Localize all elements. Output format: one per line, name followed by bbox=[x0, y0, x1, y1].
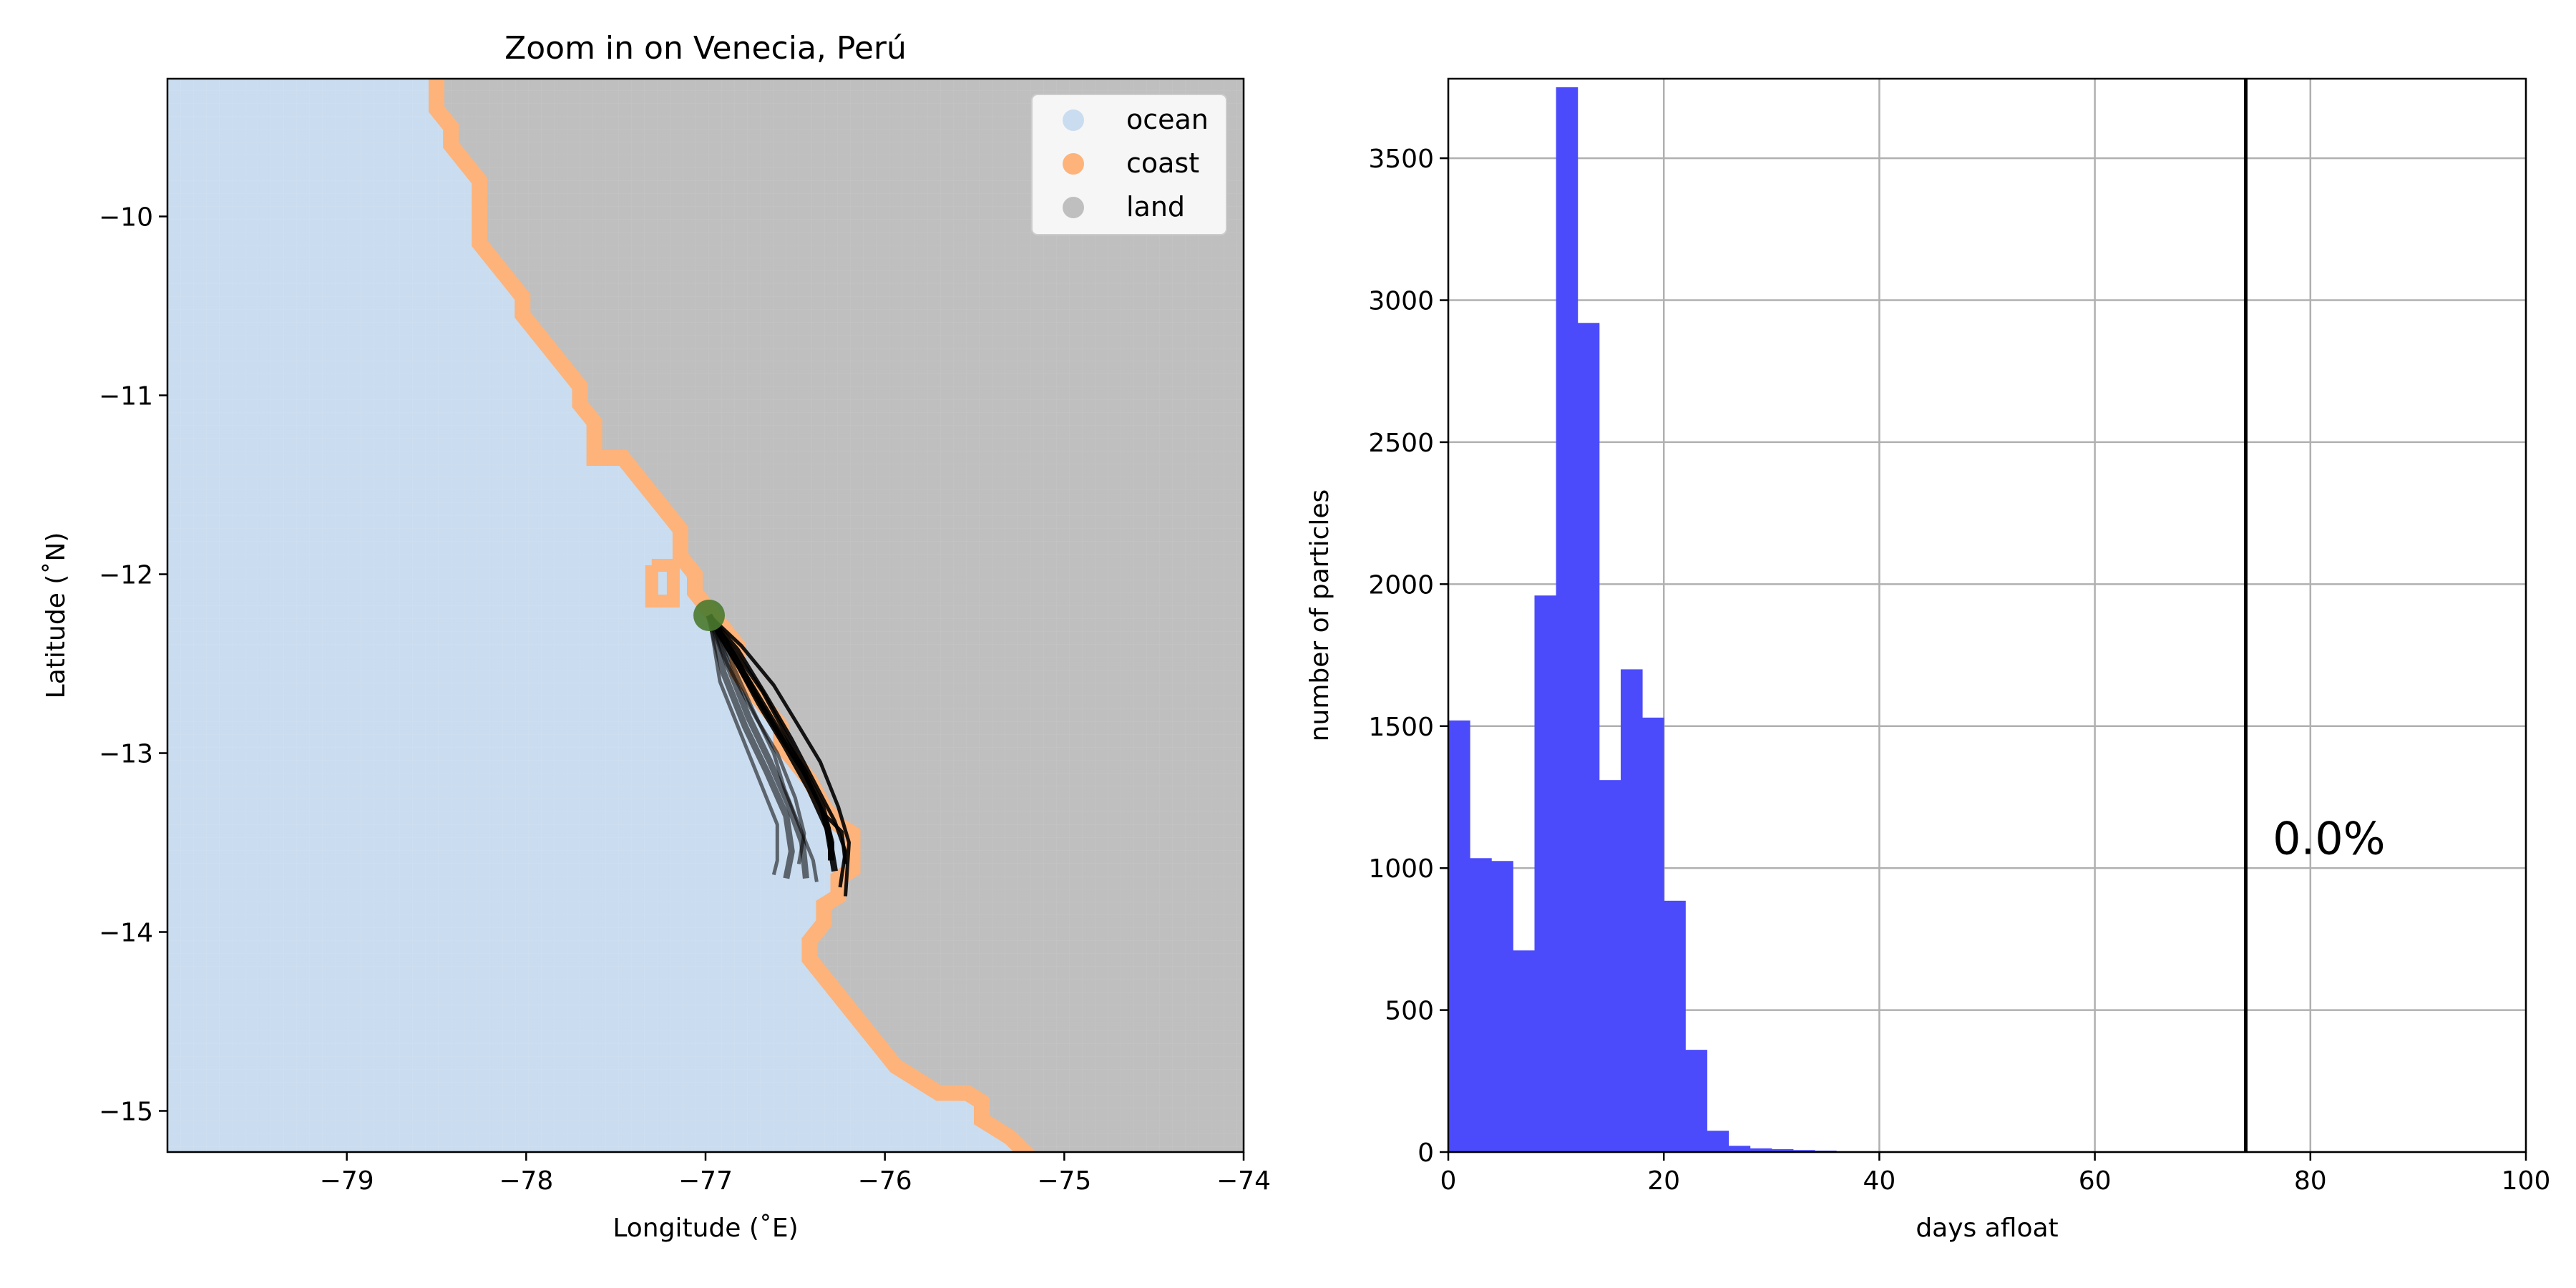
histogram-bar bbox=[1707, 1131, 1729, 1152]
hist-x-ticks: 0 20 40 60 80 100 bbox=[1440, 1152, 2551, 1196]
coastline-bump bbox=[645, 559, 680, 608]
histogram-bar bbox=[1620, 669, 1643, 1152]
trajectory-line bbox=[708, 614, 851, 897]
hist-y-tick-label: 1000 bbox=[1368, 854, 1434, 884]
hist-x-tick-label: 100 bbox=[2502, 1166, 2551, 1196]
hist-y-label: number of particles bbox=[1305, 489, 1335, 742]
legend-coast-label: coast bbox=[1126, 147, 1199, 179]
trajectory-line bbox=[707, 615, 779, 876]
map-x-label: Longitude (˚E) bbox=[613, 1214, 798, 1243]
trajectory-line bbox=[706, 614, 809, 879]
histogram-frame bbox=[1447, 77, 2527, 1153]
hist-y-tick-label: 1500 bbox=[1368, 713, 1434, 742]
hist-y-tick-label: 2000 bbox=[1368, 570, 1434, 600]
map-title: Zoom in on Venecia, Perú bbox=[504, 30, 907, 67]
map-x-tick-label: −75 bbox=[1037, 1166, 1091, 1196]
trajectory-line bbox=[707, 614, 847, 864]
trajectory-line bbox=[706, 613, 838, 872]
hist-x-tick-label: 80 bbox=[2294, 1166, 2327, 1196]
map-panel: Zoom in on Venecia, Perú −79 −78 −77 −76 −75… bbox=[42, 30, 1271, 1243]
map-y-tick-label: −13 bbox=[99, 740, 153, 769]
histogram-bar bbox=[1642, 717, 1664, 1152]
hist-x-tick-label: 40 bbox=[1863, 1166, 1896, 1196]
histogram-bar bbox=[1534, 595, 1557, 1152]
histogram-bar bbox=[1750, 1148, 1772, 1152]
map-x-tick-label: −77 bbox=[678, 1166, 733, 1196]
hist-y-ticks: 0 500 1000 1500 2000 2500 3000 3500 bbox=[1368, 145, 1448, 1168]
trajectories bbox=[706, 613, 851, 897]
hist-y-tick-label: 500 bbox=[1385, 997, 1434, 1026]
legend-coast-marker bbox=[1063, 153, 1084, 175]
hist-x-label: days afloat bbox=[1916, 1214, 2058, 1243]
map-y-tick-label: −14 bbox=[99, 919, 153, 948]
histogram-panel: 0.0% 0 20 40 60 80 100 0 500 1000 1500 2000 2500 30… bbox=[1305, 77, 2551, 1243]
hist-y-tick-label: 2500 bbox=[1368, 429, 1434, 458]
histogram-bar bbox=[1556, 87, 1579, 1152]
legend-ocean-marker bbox=[1063, 109, 1084, 131]
hist-y-tick-label: 3000 bbox=[1368, 287, 1434, 316]
trajectory-line bbox=[707, 614, 819, 882]
map-y-label: Latitude (˚N) bbox=[42, 532, 71, 699]
map-y-ticks: −10 −11 −12 −13 −14 −15 bbox=[99, 203, 167, 1127]
legend-land-marker bbox=[1063, 197, 1084, 218]
legend-ocean-label: ocean bbox=[1126, 104, 1209, 135]
histogram-bar bbox=[1792, 1150, 1815, 1152]
hist-y-tick-label: 3500 bbox=[1368, 145, 1434, 174]
histogram-bar bbox=[1771, 1149, 1794, 1152]
histogram-bar bbox=[1685, 1050, 1707, 1152]
histogram-bar bbox=[1491, 861, 1513, 1152]
map-x-tick-label: −74 bbox=[1216, 1166, 1271, 1196]
histogram-bar bbox=[1599, 780, 1621, 1152]
map-x-tick-label: −79 bbox=[320, 1166, 374, 1196]
map-y-tick-label: −11 bbox=[99, 382, 153, 411]
histogram-bar bbox=[1577, 323, 1600, 1152]
hist-x-tick-label: 60 bbox=[2079, 1166, 2112, 1196]
hist-x-tick-label: 20 bbox=[1647, 1166, 1680, 1196]
histogram-bar bbox=[1470, 858, 1492, 1152]
hist-y-tick-label: 0 bbox=[1418, 1138, 1434, 1168]
trajectory-line bbox=[706, 614, 795, 879]
histogram-bar bbox=[1448, 720, 1470, 1152]
map-y-tick-label: −15 bbox=[99, 1098, 153, 1127]
map-x-tick-label: −78 bbox=[499, 1166, 553, 1196]
map-x-tick-label: −76 bbox=[858, 1166, 912, 1196]
histogram-bar bbox=[1728, 1146, 1751, 1152]
histogram-bar bbox=[1664, 900, 1686, 1152]
release-point bbox=[693, 600, 726, 631]
histogram-bar bbox=[1513, 950, 1535, 1152]
histogram-bars bbox=[1448, 87, 1902, 1152]
hist-x-tick-label: 0 bbox=[1440, 1166, 1457, 1196]
fraction-annotation: 0.0% bbox=[2273, 812, 2386, 864]
map-y-tick-label: −12 bbox=[99, 561, 153, 590]
map-legend: ocean coast land bbox=[1031, 94, 1227, 235]
map-y-tick-label: −10 bbox=[99, 203, 153, 233]
legend-land-label: land bbox=[1126, 191, 1185, 223]
map-x-ticks: −79 −78 −77 −76 −75 −74 bbox=[320, 1152, 1271, 1196]
